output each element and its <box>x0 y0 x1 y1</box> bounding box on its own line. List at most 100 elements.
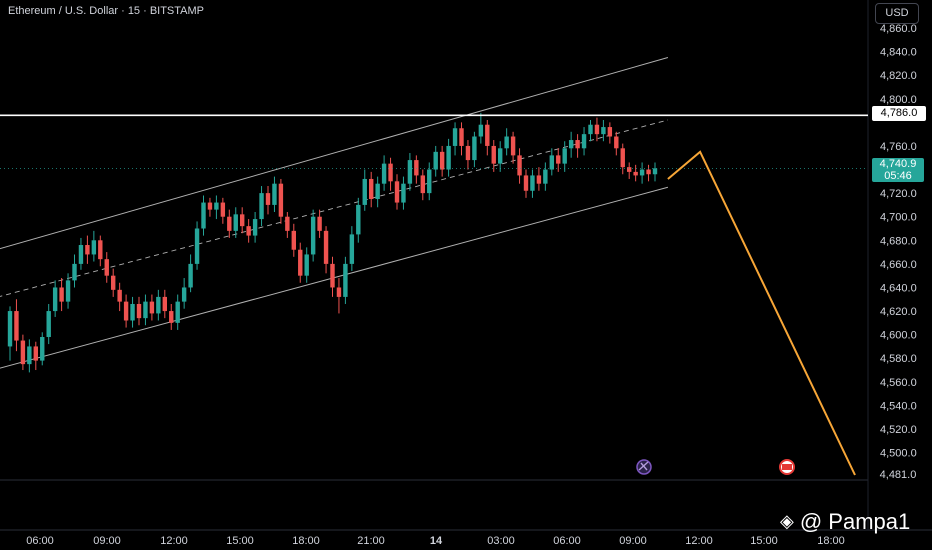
candle-body <box>439 151 445 170</box>
price-axis-label: 4,860.0 <box>880 23 917 35</box>
candle-body <box>523 175 529 191</box>
time-axis-label: 09:00 <box>93 535 121 547</box>
time-axis-label: 21:00 <box>357 535 385 547</box>
candle-body <box>394 181 400 203</box>
candle-body <box>72 263 77 281</box>
candle-body <box>452 128 458 146</box>
candle-body <box>91 240 97 255</box>
us-flag-stripes <box>782 464 792 470</box>
price-axis-label: 4,700.0 <box>880 212 917 224</box>
candle-body <box>123 301 129 321</box>
current-price-label: 4,740.9 <box>879 158 917 170</box>
candle-body <box>149 301 155 314</box>
price-axis[interactable]: 4,860.0 4,840.0 4,820.0 4,800.0 4,760.0 4,720… <box>880 23 917 460</box>
event-markers[interactable] <box>636 459 795 475</box>
candle-body <box>556 155 561 164</box>
candle-body <box>530 175 535 191</box>
candle-body <box>175 301 180 323</box>
candlestick-series <box>7 112 658 373</box>
price-axis-label: 4,640.0 <box>880 282 917 294</box>
candle-body <box>20 340 26 365</box>
candle-body <box>59 287 64 302</box>
candle-body <box>369 178 374 200</box>
candle-body <box>201 202 206 229</box>
candle-body <box>227 216 232 231</box>
time-axis-label: 14 <box>430 535 443 547</box>
channel-lower-line[interactable] <box>0 186 669 376</box>
candle-countdown: 05:46 <box>884 170 912 182</box>
candle-body <box>181 287 187 302</box>
candle-body <box>485 124 490 146</box>
candle-body <box>14 311 19 341</box>
candle-body <box>401 183 406 203</box>
price-axis-label: 4,820.0 <box>880 70 917 82</box>
candle-body <box>272 183 277 205</box>
candle-body <box>78 245 84 264</box>
candle-body <box>633 171 638 176</box>
projection-path[interactable] <box>667 150 856 476</box>
candle-body <box>362 178 367 205</box>
candle-body <box>7 311 13 347</box>
candle-body <box>220 202 226 217</box>
candle-body <box>498 148 503 164</box>
candle-body <box>581 134 587 149</box>
candle-body <box>52 287 58 312</box>
candle-body <box>620 148 625 168</box>
candle-body <box>446 145 451 170</box>
price-axis-label: 4,580.0 <box>880 353 917 365</box>
candle-body <box>194 228 200 264</box>
candle-body <box>549 155 554 170</box>
candle-body <box>465 145 471 161</box>
candle-body <box>298 249 303 276</box>
chart-overlays[interactable] <box>0 114 868 476</box>
candle-body <box>323 230 329 264</box>
candle-body <box>104 259 109 276</box>
price-axis-label: 4,520.0 <box>880 424 917 436</box>
price-axis-label: 4,680.0 <box>880 235 917 247</box>
trend-channel[interactable] <box>0 57 669 376</box>
candle-body <box>27 346 32 365</box>
bottom-price-tag: 4,481.0 <box>872 469 924 481</box>
candle-body <box>156 296 161 314</box>
candle-body <box>188 263 193 288</box>
currency-button[interactable]: USD <box>875 3 919 24</box>
candle-body <box>607 127 613 137</box>
candle-body <box>169 311 174 323</box>
candle-body <box>46 311 51 338</box>
time-axis-label: 15:00 <box>226 535 254 547</box>
candle-body <box>33 346 38 361</box>
channel-upper-line[interactable] <box>0 57 669 256</box>
candle-body <box>330 263 335 288</box>
grid-lines <box>0 0 932 531</box>
symbol-title: Ethereum / U.S. Dollar · 15 · BITSTAMP <box>8 5 205 17</box>
resistance-price-label: 4,786.0 <box>880 107 918 119</box>
candle-body <box>491 145 496 164</box>
candle-body <box>240 214 245 227</box>
candle-body <box>246 226 251 236</box>
candle-body <box>356 204 361 235</box>
candle-body <box>233 214 238 231</box>
time-axis-label: 03:00 <box>487 535 515 547</box>
candle-body <box>85 245 90 255</box>
price-axis-label: 4,720.0 <box>880 188 917 200</box>
candle-body <box>265 193 271 205</box>
candle-body <box>207 202 213 210</box>
price-axis-label: 4,540.0 <box>880 400 917 412</box>
candle-body <box>381 163 387 184</box>
price-axis-label: 4,800.0 <box>880 94 917 106</box>
time-axis[interactable]: 06:00 09:00 12:00 15:00 18:00 21:00 14 03:00 06:… <box>26 535 845 547</box>
candle-body <box>278 183 284 217</box>
candle-body <box>594 124 600 135</box>
candle-body <box>310 216 316 255</box>
candle-body <box>130 303 135 321</box>
time-axis-label: 18:00 <box>817 535 845 547</box>
price-axis-label: 4,840.0 <box>880 47 917 59</box>
candle-body <box>285 216 290 231</box>
candle-body <box>40 337 45 361</box>
candle-body <box>652 168 658 175</box>
candle-body <box>375 183 380 200</box>
candle-body <box>627 167 632 172</box>
candle-body <box>414 160 419 176</box>
candle-body <box>388 163 393 182</box>
